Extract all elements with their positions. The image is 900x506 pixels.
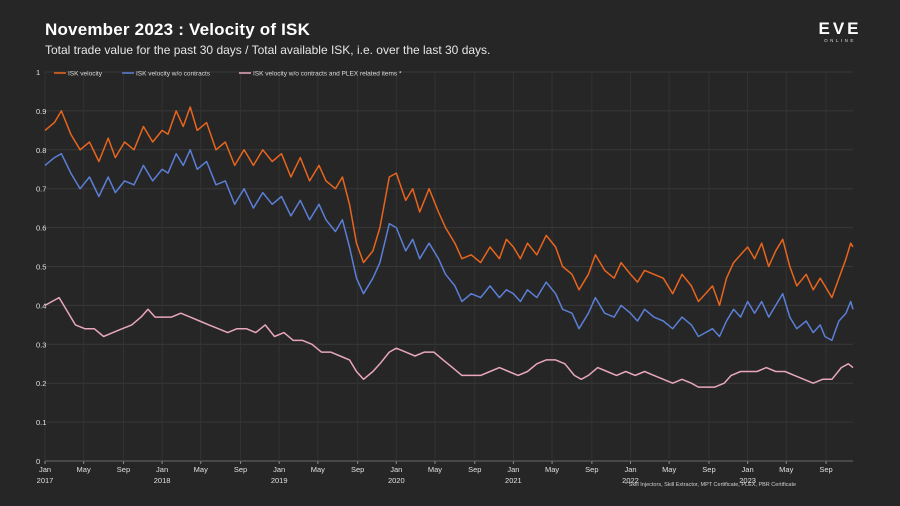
chart-title: November 2023 : Velocity of ISK [45,20,311,39]
chart-subtitle: Total trade value for the past 30 days /… [45,43,491,57]
grid-lines [44,71,853,464]
x-tick-label: Jan [390,465,402,474]
x-tick-label: Sep [702,465,715,474]
x-tick-label: Jan [156,465,168,474]
x-tick-year-label: 2022 [622,476,639,485]
x-tick-label: May [194,465,208,474]
logo-main-text: EVE [818,19,862,38]
logo-sub-text: ONLINE [824,38,856,43]
x-tick-label: Sep [585,465,598,474]
x-tick-year-label: 2019 [271,476,288,485]
x-tick-year-label: 2017 [37,476,54,485]
legend-label: ISK velocity [68,71,103,78]
x-tick-year-label: 2018 [154,476,171,485]
y-axis-ticks: 0 0.1 0.2 0.3 0.4 0.5 0.6 0.7 0.8 0.9 1 [36,68,46,466]
x-tick-label: Jan [742,465,754,474]
x-tick-year-label: 2021 [505,476,522,485]
y-tick-label: 0.1 [36,418,46,427]
y-tick-label: 1 [36,68,40,77]
legend-label: ISK velocity w/o contracts [136,71,211,78]
x-tick-label: Sep [468,465,481,474]
x-axis-ticks: Jan 2017 May Sep Jan 2018 May Sep Jan 2019 May Sep J… [37,465,833,485]
footnote: * Skill Injectors, Skill Extractor, MPT … [625,482,797,488]
x-tick-label: Sep [234,465,247,474]
y-tick-label: 0.7 [36,185,46,194]
y-tick-label: 0.8 [36,146,46,155]
y-tick-label: 0.4 [36,301,46,310]
eve-online-logo: EVE ONLINE [814,20,866,46]
y-tick-label: 0.3 [36,340,46,349]
y-tick-label: 0.6 [36,224,46,233]
x-tick-label: Jan [273,465,285,474]
y-tick-label: 0.2 [36,379,46,388]
x-tick-label: May [77,465,91,474]
x-tick-year-label: 2020 [388,476,405,485]
series-line-1 [44,106,854,307]
series-line-3 [44,296,854,388]
x-tick-year-label: 2023 [739,476,756,485]
x-tick-label: Jan [507,465,519,474]
legend-label: ISK velocity w/o contracts and PLEX rela… [253,71,402,78]
y-tick-label: 0.5 [36,263,46,272]
x-tick-label: May [311,465,325,474]
x-tick-label: Sep [351,465,364,474]
x-tick-label: Jan [624,465,636,474]
y-tick-label: 0 [36,457,40,466]
legend: ISK velocity ISK velocity w/o contracts IS… [54,71,402,78]
series-line-2 [44,149,854,342]
x-tick-label: May [779,465,793,474]
x-tick-label: Sep [819,465,832,474]
y-tick-label: 0.9 [36,107,46,116]
x-tick-label: May [428,465,442,474]
x-tick-label: May [545,465,559,474]
x-tick-label: Sep [117,465,130,474]
x-tick-label: Jan [39,465,51,474]
x-tick-label: May [662,465,676,474]
series-lines [44,106,854,388]
